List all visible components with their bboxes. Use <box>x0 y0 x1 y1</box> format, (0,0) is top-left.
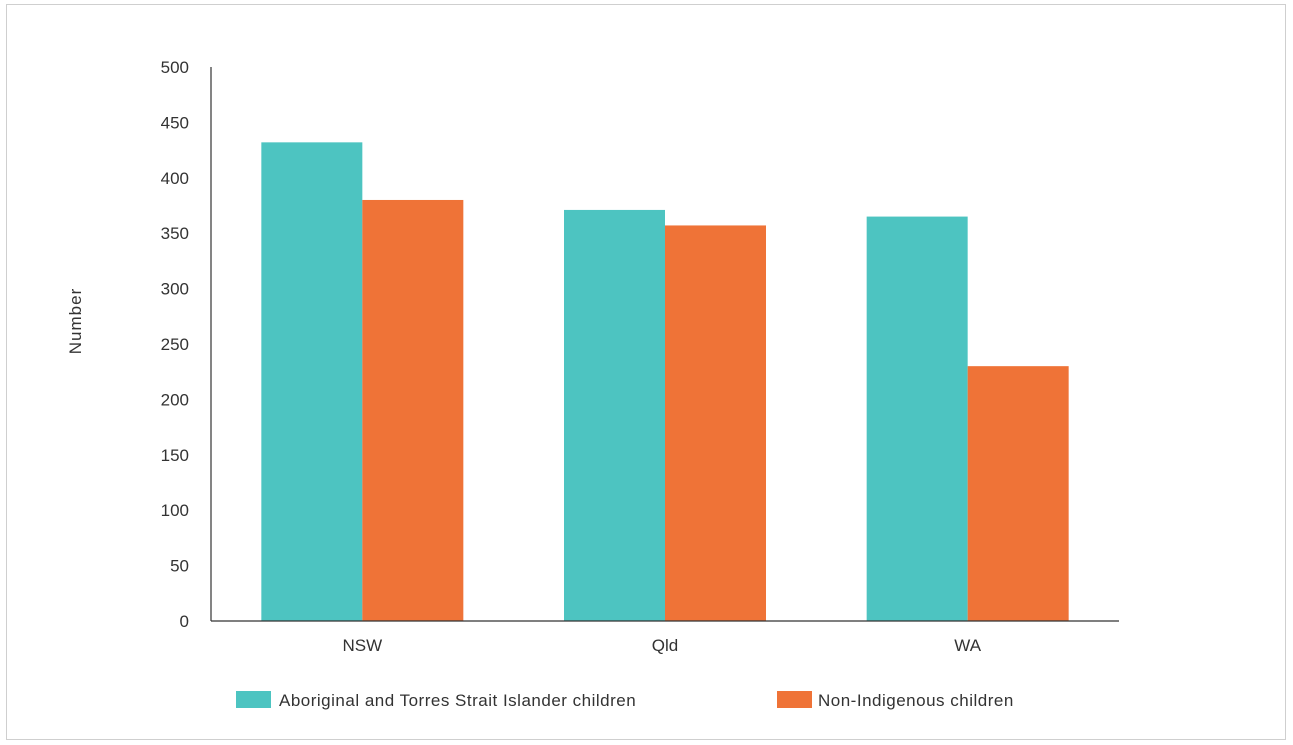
y-tick-label: 200 <box>161 390 189 409</box>
bar <box>866 216 968 621</box>
legend-label: Aboriginal and Torres Strait Islander ch… <box>279 691 636 710</box>
y-axis-label: Number <box>66 288 85 354</box>
x-category-label: WA <box>954 636 981 655</box>
x-category-label: Qld <box>652 636 678 655</box>
y-tick-label: 150 <box>161 446 189 465</box>
y-tick-label: 500 <box>161 58 189 77</box>
y-tick-label: 400 <box>161 169 189 188</box>
bar <box>967 366 1069 621</box>
legend-swatch <box>777 691 812 708</box>
y-tick-label: 250 <box>161 335 189 354</box>
bars <box>261 142 1069 621</box>
bar <box>564 209 665 621</box>
y-axis-ticks: 0 50 100 150 200 250 300 350 400 450 500 <box>161 58 189 631</box>
bar <box>665 225 766 621</box>
y-tick-label: 300 <box>161 280 189 299</box>
bar <box>261 142 363 621</box>
legend: Aboriginal and Torres Strait Islander ch… <box>236 691 1014 710</box>
bar <box>362 199 464 621</box>
legend-swatch <box>236 691 271 708</box>
y-tick-label: 0 <box>180 612 189 631</box>
x-axis-categories: NSW Qld WA <box>342 636 981 655</box>
y-tick-label: 50 <box>170 557 189 576</box>
y-tick-label: 450 <box>161 113 189 132</box>
legend-label: Non-Indigenous children <box>818 691 1014 710</box>
x-category-label: NSW <box>342 636 382 655</box>
y-tick-label: 350 <box>161 224 189 243</box>
y-tick-label: 100 <box>161 501 189 520</box>
